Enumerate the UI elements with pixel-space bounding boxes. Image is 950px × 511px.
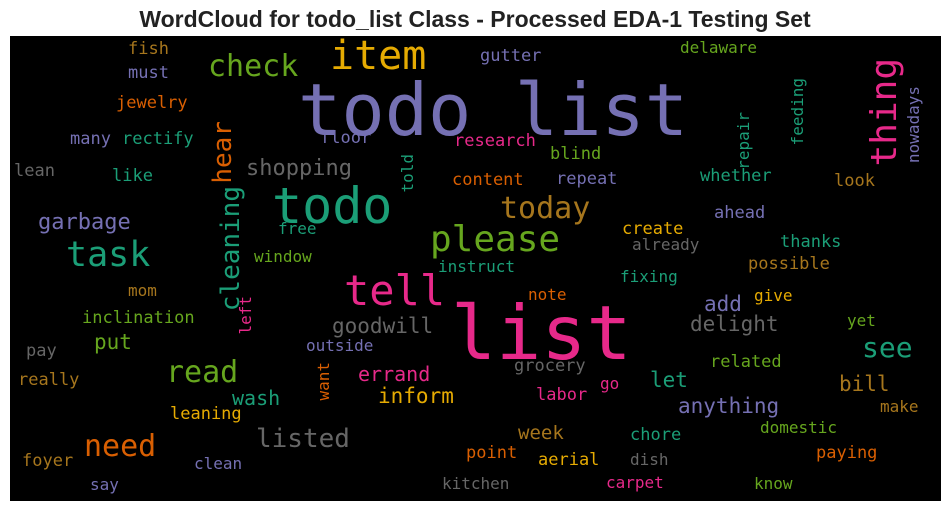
word-look: look [834,171,875,191]
word-need: need [84,429,157,464]
word-labor: labor [536,385,588,405]
word-clean: clean [194,454,243,473]
word-let: let [650,368,688,392]
word-outside: outside [306,336,374,355]
word-lean: lean [14,161,55,181]
word-point: point [466,443,518,463]
word-delight: delight [690,312,779,336]
word-already: already [632,235,700,254]
word-window: window [254,247,312,266]
word-check: check [208,49,299,84]
word-mom: mom [128,281,157,300]
word-rectify: rectify [122,129,194,149]
word-possible: possible [748,254,830,274]
word-gutter: gutter [480,46,542,66]
word-yet: yet [847,311,876,330]
word-jewelry: jewelry [116,93,188,113]
word-blind: blind [550,144,602,164]
word-hear: hear [208,121,238,184]
word-todo-list: todo list [298,68,689,152]
word-free: free [278,219,317,238]
word-pay: pay [26,341,57,361]
word-goodwill: goodwill [332,314,434,338]
word-related: related [710,352,782,372]
word-dish: dish [630,450,669,469]
word-tell: tell [344,266,446,315]
word-thanks: thanks [780,232,842,252]
word-wash: wash [232,386,281,410]
word-grocery: grocery [514,356,586,376]
word-content: content [452,170,524,190]
wordcloud-canvas: todo list list todo item tell please task check… [10,36,941,501]
word-list: list [451,289,632,377]
word-aerial: aerial [538,450,600,470]
word-research: research [454,131,536,151]
word-note: note [528,285,567,304]
word-told: told [398,154,417,193]
word-ahead: ahead [714,203,766,223]
word-leaning: leaning [170,404,242,424]
word-many: many [70,129,111,149]
word-floor: floor [320,128,372,148]
word-carpet: carpet [606,473,664,492]
word-today: today [500,191,591,226]
word-task: task [66,235,151,275]
word-know: know [754,474,793,493]
word-say: say [90,475,119,494]
word-add: add [704,292,742,316]
word-shopping: shopping [246,156,352,181]
word-cleaning: cleaning [216,186,246,312]
word-repeat: repeat [556,169,618,189]
word-paying: paying [816,443,878,463]
word-see: see [862,331,913,364]
word-whether: whether [700,166,772,186]
word-feeding: feeding [788,78,807,146]
word-fish: fish [128,39,169,59]
word-want: want [314,362,333,401]
word-inclination: inclination [82,308,195,328]
word-must: must [128,63,169,83]
word-kitchen: kitchen [442,474,510,493]
word-inform: inform [378,384,454,408]
word-anything: anything [678,394,780,418]
word-put: put [94,330,132,354]
word-give: give [754,286,793,305]
word-really: really [18,370,80,390]
word-please: please [430,219,561,260]
word-item: item [330,36,427,79]
word-todo: todo [272,177,393,235]
word-make: make [880,397,919,416]
word-bill: bill [839,372,890,396]
word-chore: chore [630,425,682,445]
word-week: week [518,422,564,444]
word-errand: errand [358,362,431,386]
word-foyer: foyer [22,451,74,471]
word-garbage: garbage [38,210,131,235]
word-delaware: delaware [680,38,758,57]
chart-title: WordCloud for todo_list Class - Processe… [139,6,811,32]
word-nowadays: nowadays [904,86,923,164]
word-listed: listed [256,424,350,454]
word-create: create [622,219,684,239]
word-left: left [236,296,255,335]
word-go: go [600,374,620,393]
word-domestic: domestic [760,418,838,437]
word-fixing: fixing [620,267,678,286]
word-read: read [166,355,239,390]
word-repair: repair [734,112,753,170]
word-like: like [112,166,153,186]
word-instruct: instruct [438,257,516,276]
word-thing: thing [864,58,905,167]
